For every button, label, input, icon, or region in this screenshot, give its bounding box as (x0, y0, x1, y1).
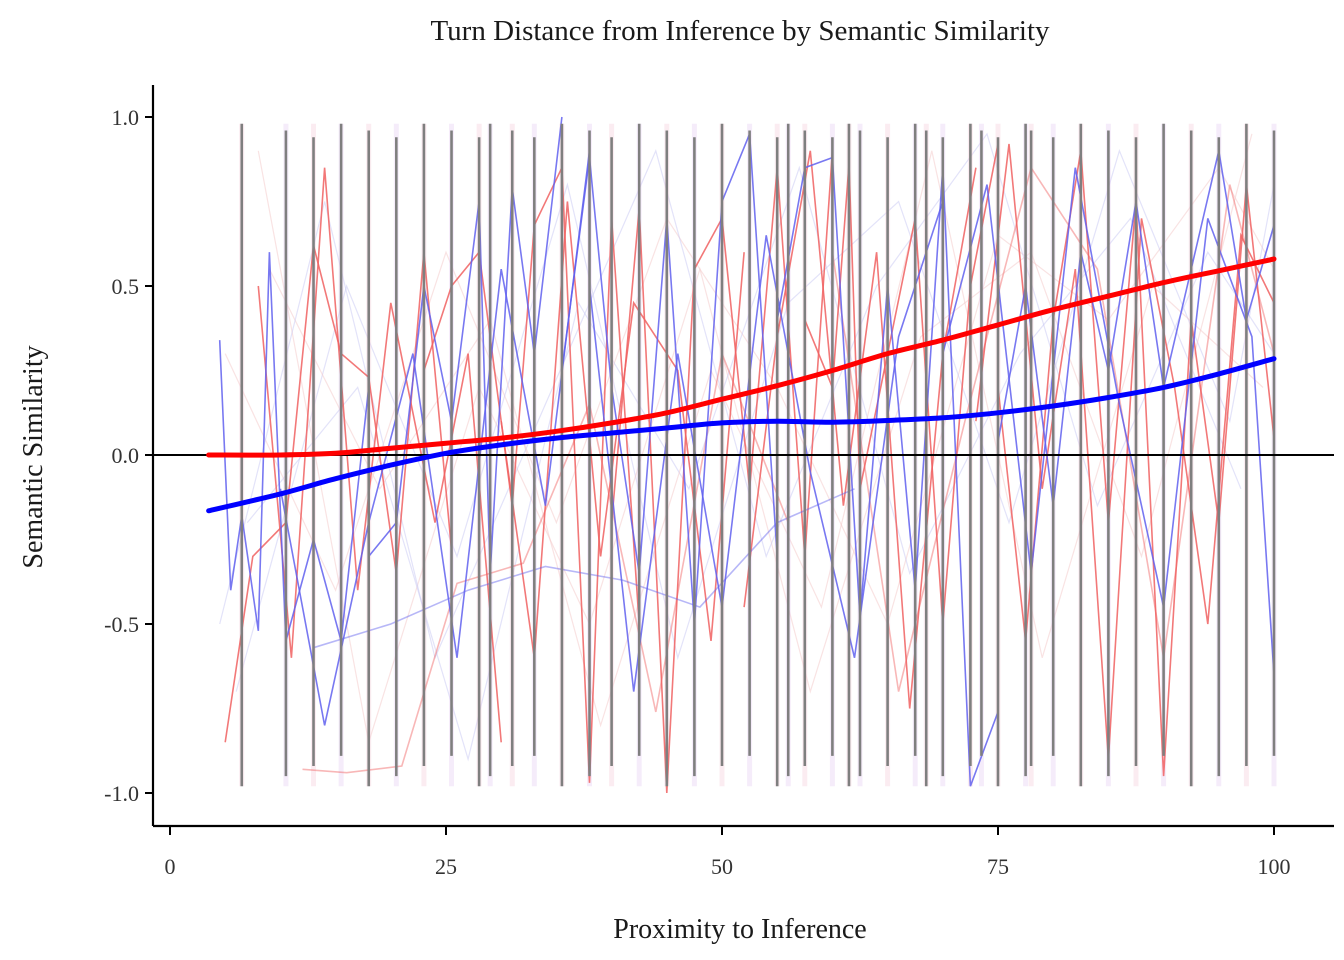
chart-title: Turn Distance from Inference by Semantic… (430, 15, 1050, 47)
x-tick-label: 100 (1258, 854, 1291, 879)
x-tick-label: 75 (987, 854, 1009, 879)
x-tick-label: 50 (711, 854, 733, 879)
raw-blue-line (561, 133, 778, 625)
y-tick-label: 0.0 (112, 443, 140, 468)
axes: -1.0 -0.5 0.0 0.5 1.0 0 25 50 75 100 (104, 85, 1334, 879)
x-tick-label: 0 (165, 854, 176, 879)
raw-red-line (975, 143, 1275, 760)
x-tick-label: 25 (435, 854, 457, 879)
plot-area (153, 116, 1334, 794)
raw-blue-line (942, 167, 1275, 675)
raw-blue-line (279, 150, 591, 726)
y-axis-label: Semantic Similarity (18, 345, 49, 568)
red-trend-line (206, 256, 1277, 458)
faint-trace-line (246, 165, 1242, 762)
y-tick-label: -0.5 (104, 612, 139, 637)
raw-blue-line (588, 201, 944, 692)
raw-red-line (423, 167, 640, 783)
y-tick-label: -1.0 (104, 781, 139, 806)
raw-red-line (302, 350, 789, 774)
faint-trace-line (268, 150, 1264, 728)
y-tick-label: 0.5 (112, 274, 140, 299)
raw-blue-line (218, 252, 370, 642)
x-axis-label: Proximity to Inference (613, 914, 866, 945)
y-tick-label: 1.0 (112, 105, 140, 130)
blue-trend-line (206, 356, 1277, 514)
raw-red-line (224, 245, 453, 743)
raw-blue-line (313, 488, 855, 649)
